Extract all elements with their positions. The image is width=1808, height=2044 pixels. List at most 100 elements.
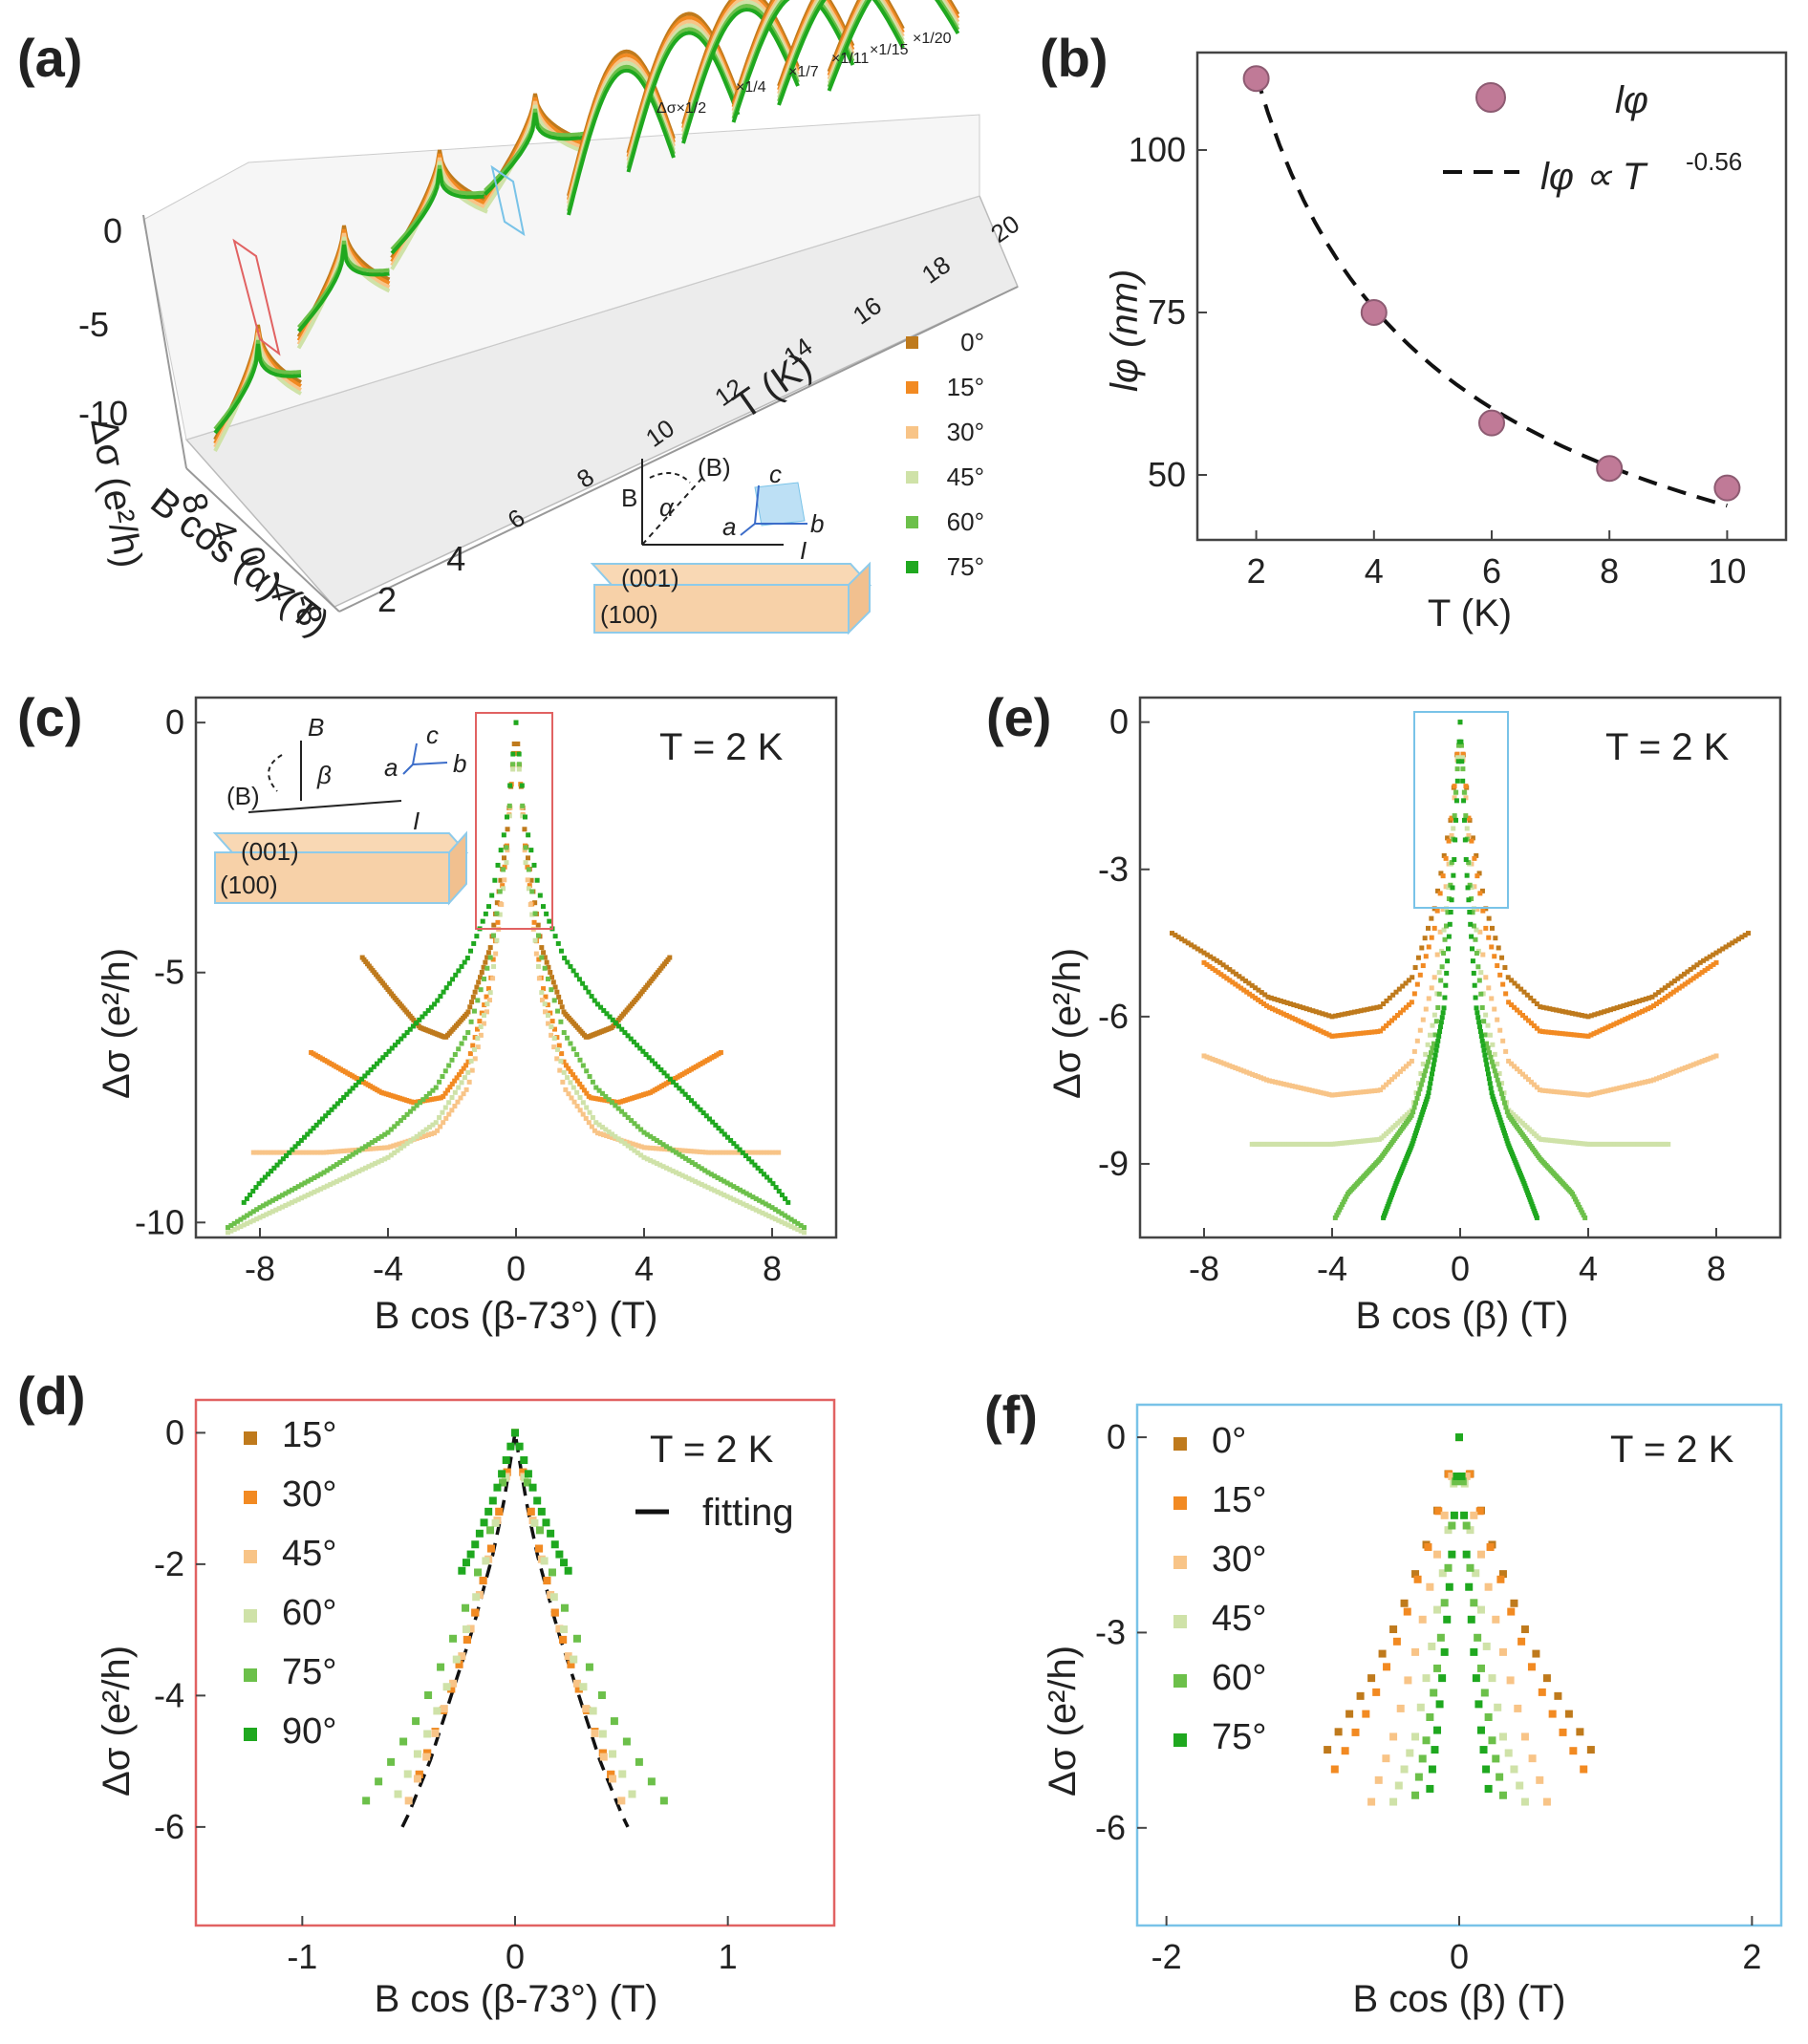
- panel-c-point-s3-76: [468, 1058, 474, 1064]
- panel-e-point-s2-103: [1495, 1017, 1500, 1022]
- panel-e-point-s2-22: [1264, 1077, 1270, 1083]
- panel-c-point-s4-8: [250, 1209, 256, 1215]
- panel-c-point-s3-101: [549, 1024, 554, 1030]
- panel-c-point-s5-101: [547, 918, 552, 924]
- panel-d-legend: 15°30°45°60°75°90°: [244, 1415, 336, 1752]
- panel-d-point-s3-11: [501, 1474, 509, 1482]
- panel-e-point-s0-81: [1429, 915, 1434, 921]
- panel-c-point-s0-85: [505, 827, 510, 832]
- panel-c-point-s3-162: [743, 1203, 749, 1209]
- panel-c-point-s5-45: [377, 1058, 383, 1064]
- panel-c-point-s4-180: [802, 1225, 807, 1231]
- panel-e-point-s1-151: [1631, 1012, 1637, 1018]
- panel-e-point-s2-75: [1414, 1038, 1420, 1044]
- panel-e-point-s2-148: [1623, 1084, 1628, 1089]
- panel-d-point-s1-14: [527, 1507, 535, 1516]
- panel-e-point-s4-112: [1488, 1054, 1494, 1060]
- panel-c-point-s2-165: [732, 1150, 738, 1155]
- panel-c-point-s5-19: [298, 1137, 304, 1143]
- panel-e-point-s0-48: [1323, 1012, 1328, 1018]
- panel-c-point-s2-50: [397, 1141, 402, 1147]
- panel-d: (d) -1 0 10-2-4-6 15°30°45°60°75°90° T = 2…: [17, 1366, 836, 2020]
- panel-a-ttick-1: 4: [446, 539, 465, 578]
- panel-c-point-s4-82: [487, 955, 493, 960]
- panel-d-point-s5-8: [493, 1483, 502, 1492]
- panel-e-point-s5-52: [1425, 1093, 1431, 1099]
- panel-a-legend-label-3: 45°: [947, 463, 984, 491]
- panel-c-point-s0-108: [544, 959, 549, 965]
- panel-e-point-s3-93: [1464, 826, 1470, 831]
- panel-d-point-s4-19: [597, 1690, 606, 1699]
- panel-c-point-s5-115: [589, 994, 594, 1000]
- panel-e-point-s1-93: [1466, 815, 1472, 821]
- panel-a-curve-3-3: [483, 104, 587, 211]
- panel-e-point-s1-19: [1256, 997, 1261, 1002]
- panel-b-point-4: [1713, 474, 1741, 502]
- panel-c-point-s3-91: [516, 766, 522, 772]
- panel-c-point-s1-180: [718, 1049, 723, 1055]
- panel-c-point-s2-85: [499, 902, 505, 908]
- panel-c-point-s5-162: [731, 1141, 737, 1147]
- panel-e-point-s2-33: [1295, 1085, 1301, 1090]
- panel-c-point-s2-107: [563, 1087, 569, 1092]
- panel-c-point-s5-11: [274, 1162, 280, 1168]
- panel-e-point-s1-17: [1250, 993, 1256, 999]
- panel-c-point-s4-35: [337, 1160, 343, 1166]
- panel-e-point-s1-170: [1685, 979, 1690, 985]
- panel-c-point-s0-62: [465, 1009, 471, 1015]
- panel-c-point-s3-61: [420, 1129, 426, 1134]
- panel-c-point-s3-53: [395, 1148, 400, 1153]
- panel-e-point-s0-27: [1256, 987, 1261, 993]
- panel-c-point-s1-112: [563, 1063, 569, 1068]
- panel-e-point-s0-143: [1627, 1001, 1633, 1007]
- panel-d-point-s2-23: [609, 1775, 617, 1783]
- panel-c-point-s3-178: [795, 1227, 801, 1233]
- panel-e-point-s1-6: [1218, 972, 1224, 978]
- panel-c-point-s5-110: [573, 972, 579, 978]
- panel-e-point-s1-43: [1324, 1031, 1329, 1037]
- panel-c-point-s3-114: [590, 1114, 595, 1120]
- panel-c-point-s3-15: [273, 1207, 279, 1213]
- panel-c-point-s5-41: [365, 1070, 371, 1076]
- panel-f-point-s4-9: [1444, 1563, 1453, 1572]
- panel-c-point-s2-103: [551, 1044, 557, 1050]
- panel-d-point-s2-22: [599, 1753, 608, 1761]
- panel-c-point-s4-79: [478, 987, 484, 993]
- panel-f-point-s5-7: [1443, 1615, 1452, 1624]
- panel-f-legend: 0°15°30°45°60°75°: [1173, 1421, 1266, 1757]
- panel-e-point-s1-172: [1690, 976, 1696, 981]
- panel-f-point-s2-8: [1426, 1582, 1434, 1591]
- panel-c-point-s3-80: [482, 1013, 486, 1019]
- panel-e-point-s1-29: [1283, 1012, 1289, 1018]
- panel-d-point-s5-24: [564, 1566, 572, 1575]
- panel-c-point-s1-108: [554, 1035, 560, 1041]
- panel-c: (c) -8 -4 0 4 80-5-10 T = 2 K B cos (β-73°) …: [17, 687, 838, 1337]
- panel-e-point-s0-125: [1569, 1010, 1575, 1016]
- panel-c-xtick-1: -4: [373, 1249, 403, 1288]
- panel-e-point-s1-126: [1560, 1031, 1565, 1037]
- panel-e-point-s5-121: [1484, 1062, 1490, 1067]
- panel-e-point-s2-133: [1580, 1091, 1585, 1097]
- panel-e-point-s1-153: [1637, 1010, 1643, 1016]
- panel-c-point-s5-120: [604, 1011, 610, 1017]
- panel-c-point-s3-124: [622, 1141, 628, 1147]
- panel-c-point-s2-79: [481, 1021, 486, 1026]
- panel-e-point-s2-102: [1492, 1006, 1497, 1012]
- panel-e-point-s4-86: [1452, 813, 1457, 819]
- panel-f-point-s4-1: [1414, 1773, 1423, 1781]
- panel-c-point-s0-71: [481, 964, 486, 970]
- panel-c-point-s2-9: [277, 1150, 283, 1155]
- panel-c-point-s4-18: [283, 1191, 289, 1196]
- panel-e-point-s1-76: [1417, 972, 1423, 978]
- panel-e-point-s5-84: [1453, 837, 1458, 843]
- panel-c-point-s3-144: [686, 1175, 692, 1181]
- panel-e-point-s2-141: [1603, 1088, 1608, 1094]
- panel-c-point-s3-108: [570, 1085, 576, 1090]
- panel-c-point-s3-172: [776, 1217, 782, 1223]
- panel-d-legend-label-4: 75°: [282, 1652, 336, 1692]
- panel-c-point-s5-154: [706, 1116, 712, 1122]
- panel-e-point-s0-114: [1534, 1001, 1539, 1007]
- panel-c-point-s5-29: [329, 1107, 334, 1112]
- panel-f-legend-label-1: 15°: [1212, 1480, 1266, 1520]
- panel-c-point-s5-54: [404, 1030, 410, 1036]
